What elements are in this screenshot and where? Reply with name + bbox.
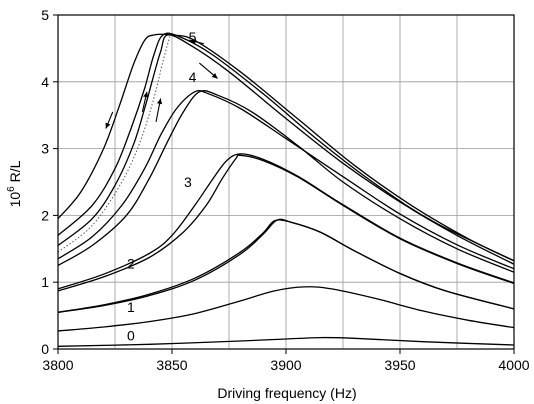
series-line-2 [57,219,515,313]
y-axis-title: 106 R/L [6,160,23,207]
y-tick-label: 4 [41,74,49,90]
y-tick-label: 2 [41,207,49,223]
series-line-dotted [57,36,171,253]
curve-label: 0 [127,328,135,344]
series-line-0 [57,336,515,347]
y-tick-label: 3 [41,141,49,157]
y-tick-label: 1 [41,274,49,290]
arrow-head [190,39,197,45]
arrow-head [143,91,149,98]
y-axis-title-base: 10 [7,192,23,208]
curve-label: 3 [184,174,192,190]
x-axis-title: Driving frequency (Hz) [217,385,356,401]
series-line-3b [57,90,515,273]
y-tick-label: 5 [41,7,49,23]
tick-labels: 3800 3850 3900 3950 4000 0 1 2 3 4 5 [41,7,530,373]
series-line-4 [57,89,515,270]
arrow-head [105,122,111,129]
series-line-5b [57,33,515,262]
curve-label: 4 [189,69,197,85]
arrow-head [211,72,218,79]
curves [57,32,515,347]
x-tick-label: 3900 [270,357,301,373]
arrow-head [157,98,163,105]
y-axis-title-exponent: 6 [6,186,17,192]
sweep-arrows [105,39,218,129]
x-tick-label: 3950 [384,357,415,373]
curve-labels: 0 1 2 3 4 5 [127,29,197,344]
curve-label: 2 [127,255,135,271]
curve-label: 5 [189,29,197,45]
curve-label: 1 [127,299,135,315]
plot-frame [53,14,515,354]
y-axis-title-unit: R/L [7,160,23,186]
x-tick-label: 3800 [42,357,73,373]
y-tick-label: 0 [41,341,49,357]
x-tick-label: 4000 [498,357,529,373]
x-tick-label: 3850 [156,357,187,373]
series-line-1 [57,286,515,332]
series-line-3 [57,153,515,290]
